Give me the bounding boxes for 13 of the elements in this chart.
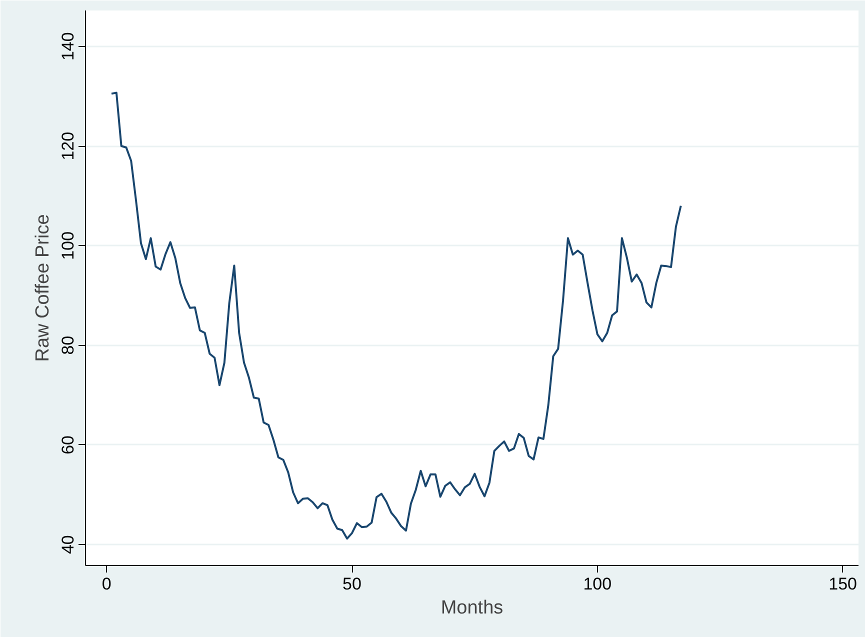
x-tick-label: 50 (342, 574, 362, 594)
y-tick-label: 100 (58, 231, 78, 260)
x-tick-label: 100 (583, 574, 612, 594)
y-axis-title: Raw Coffee Price (32, 214, 54, 362)
x-axis-title: Months (440, 598, 504, 618)
y-tick-label: 140 (58, 32, 78, 61)
y-tick-label: 40 (58, 535, 78, 554)
x-tick-label: 150 (828, 574, 857, 594)
x-tick-label: 0 (102, 574, 112, 594)
y-tick-label: 60 (58, 435, 78, 454)
line-series (110, 92, 682, 540)
y-tick-label: 120 (58, 132, 78, 160)
y-tick-label: 80 (58, 336, 78, 355)
